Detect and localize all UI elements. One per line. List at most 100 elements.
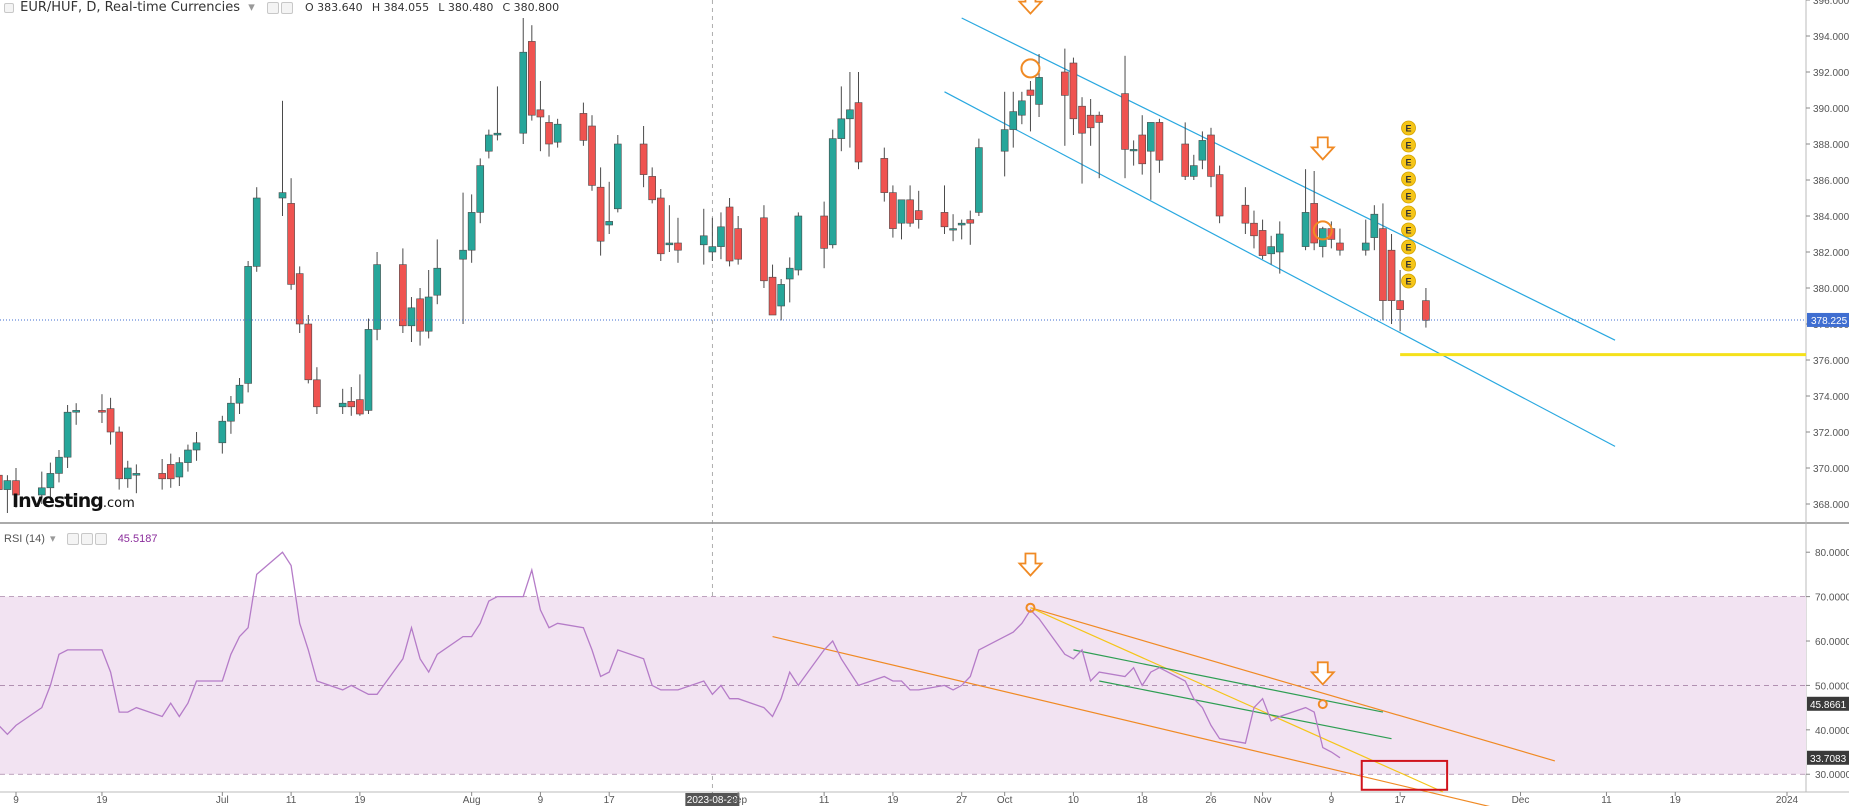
price-tick-label: 370.000	[1813, 464, 1849, 475]
high-value: H 384.055	[371, 1, 430, 14]
candle-body	[433, 267, 442, 296]
candle-body	[1241, 204, 1250, 224]
candle-body	[1190, 165, 1198, 177]
candle-body	[734, 228, 742, 260]
candle	[1181, 122, 1190, 180]
down-arrow-icon	[1309, 661, 1336, 686]
candle	[1000, 91, 1009, 177]
earnings-marker	[1401, 205, 1416, 221]
candle-body	[132, 473, 141, 476]
candle-body	[639, 143, 648, 175]
candle-body	[605, 221, 613, 226]
close-value: C 380.800	[502, 1, 560, 14]
candle	[37, 471, 46, 504]
price-tick-label: 390.000	[1813, 104, 1849, 115]
candle	[1250, 210, 1258, 249]
candle-body	[528, 41, 536, 116]
candle	[1121, 55, 1129, 179]
candle	[493, 86, 502, 141]
candle-body	[399, 264, 407, 327]
eye-icon[interactable]	[266, 1, 279, 14]
time-tick-label: 10	[1068, 795, 1080, 806]
settings-icon[interactable]	[280, 1, 293, 14]
dropdown-icon[interactable]: ▾	[248, 0, 255, 15]
candle-body	[1207, 134, 1215, 177]
down-arrow-icon	[1017, 0, 1044, 15]
candle	[1387, 234, 1396, 324]
current-price-label: 378.225	[1811, 316, 1848, 327]
candle	[1069, 57, 1078, 135]
rsi-trendline	[1099, 680, 1392, 740]
candle-body	[880, 158, 889, 193]
rsi-tick-label: 60.0000	[1815, 637, 1849, 648]
channel-line-upper	[961, 17, 1616, 341]
candle-body	[1275, 233, 1284, 253]
low-value: L 380.480	[438, 1, 494, 14]
candle-body	[794, 215, 803, 271]
time-tick-label: 2024	[1776, 795, 1799, 806]
candle	[1129, 140, 1138, 166]
candle	[897, 199, 906, 240]
candle-body	[1215, 174, 1224, 217]
price-tick-label: 392.000	[1813, 68, 1849, 79]
eye-icon[interactable]	[66, 533, 79, 546]
candle-body	[416, 298, 424, 332]
candle	[639, 126, 648, 188]
rsi-tick-label: 30.0000	[1815, 770, 1849, 781]
candle-body	[1155, 122, 1164, 161]
candle-body	[820, 215, 828, 249]
candle	[975, 138, 983, 216]
candle	[287, 178, 295, 290]
candle	[192, 432, 201, 461]
candle-body	[347, 401, 356, 408]
rsi-pane: 30.0000 40.0000 50.0000 60.0000 70.0000 80.00…	[0, 548, 1849, 806]
candle-body	[252, 197, 261, 267]
dropdown-icon[interactable]: ▾	[50, 533, 56, 545]
earnings-marker-label: E	[1406, 209, 1412, 219]
candle	[63, 405, 72, 468]
candle	[914, 190, 923, 229]
price-tick-label: 380.000	[1813, 284, 1849, 295]
candle-body	[1121, 93, 1129, 150]
settings-icon[interactable]	[80, 533, 93, 546]
rsi-trendline	[1030, 607, 1556, 762]
price-tick-label: 374.000	[1813, 392, 1849, 403]
earnings-marker	[1401, 239, 1416, 255]
earnings-marker	[1401, 137, 1416, 153]
candle-body	[356, 399, 364, 415]
candle-body	[55, 456, 63, 474]
price-tick-label: 386.000	[1813, 176, 1849, 187]
candle-body	[467, 212, 476, 251]
candle-body	[1078, 105, 1086, 134]
candle	[545, 115, 553, 157]
candle-body	[897, 199, 906, 224]
candle-body	[854, 102, 863, 163]
candle-body	[1147, 122, 1155, 152]
time-tick-label: Nov	[1254, 795, 1272, 806]
candle	[1361, 219, 1370, 256]
candle	[1370, 205, 1379, 251]
candle-body	[218, 420, 227, 444]
candle-body	[0, 474, 3, 490]
candle	[1396, 270, 1404, 332]
candle	[1318, 226, 1327, 258]
candle	[1095, 111, 1104, 179]
candle	[949, 214, 957, 242]
candle	[416, 288, 424, 346]
candle-body	[493, 132, 502, 136]
candle-body	[656, 197, 665, 255]
symbol-title: EUR/HUF, D, Real-time Currencies	[20, 0, 241, 15]
candle	[854, 72, 863, 170]
candle-body	[295, 273, 304, 325]
candle	[1061, 48, 1069, 146]
candle-body	[424, 296, 433, 332]
collapse-icon[interactable]	[4, 2, 14, 13]
earnings-marker	[1401, 120, 1416, 136]
candle-body	[889, 192, 897, 229]
candle-body	[459, 249, 467, 260]
rsi-value: 45.5187	[117, 533, 158, 545]
current-price-badge	[1807, 312, 1849, 327]
candle-body	[1422, 300, 1430, 321]
close-icon[interactable]	[94, 533, 107, 546]
candle	[12, 468, 20, 508]
